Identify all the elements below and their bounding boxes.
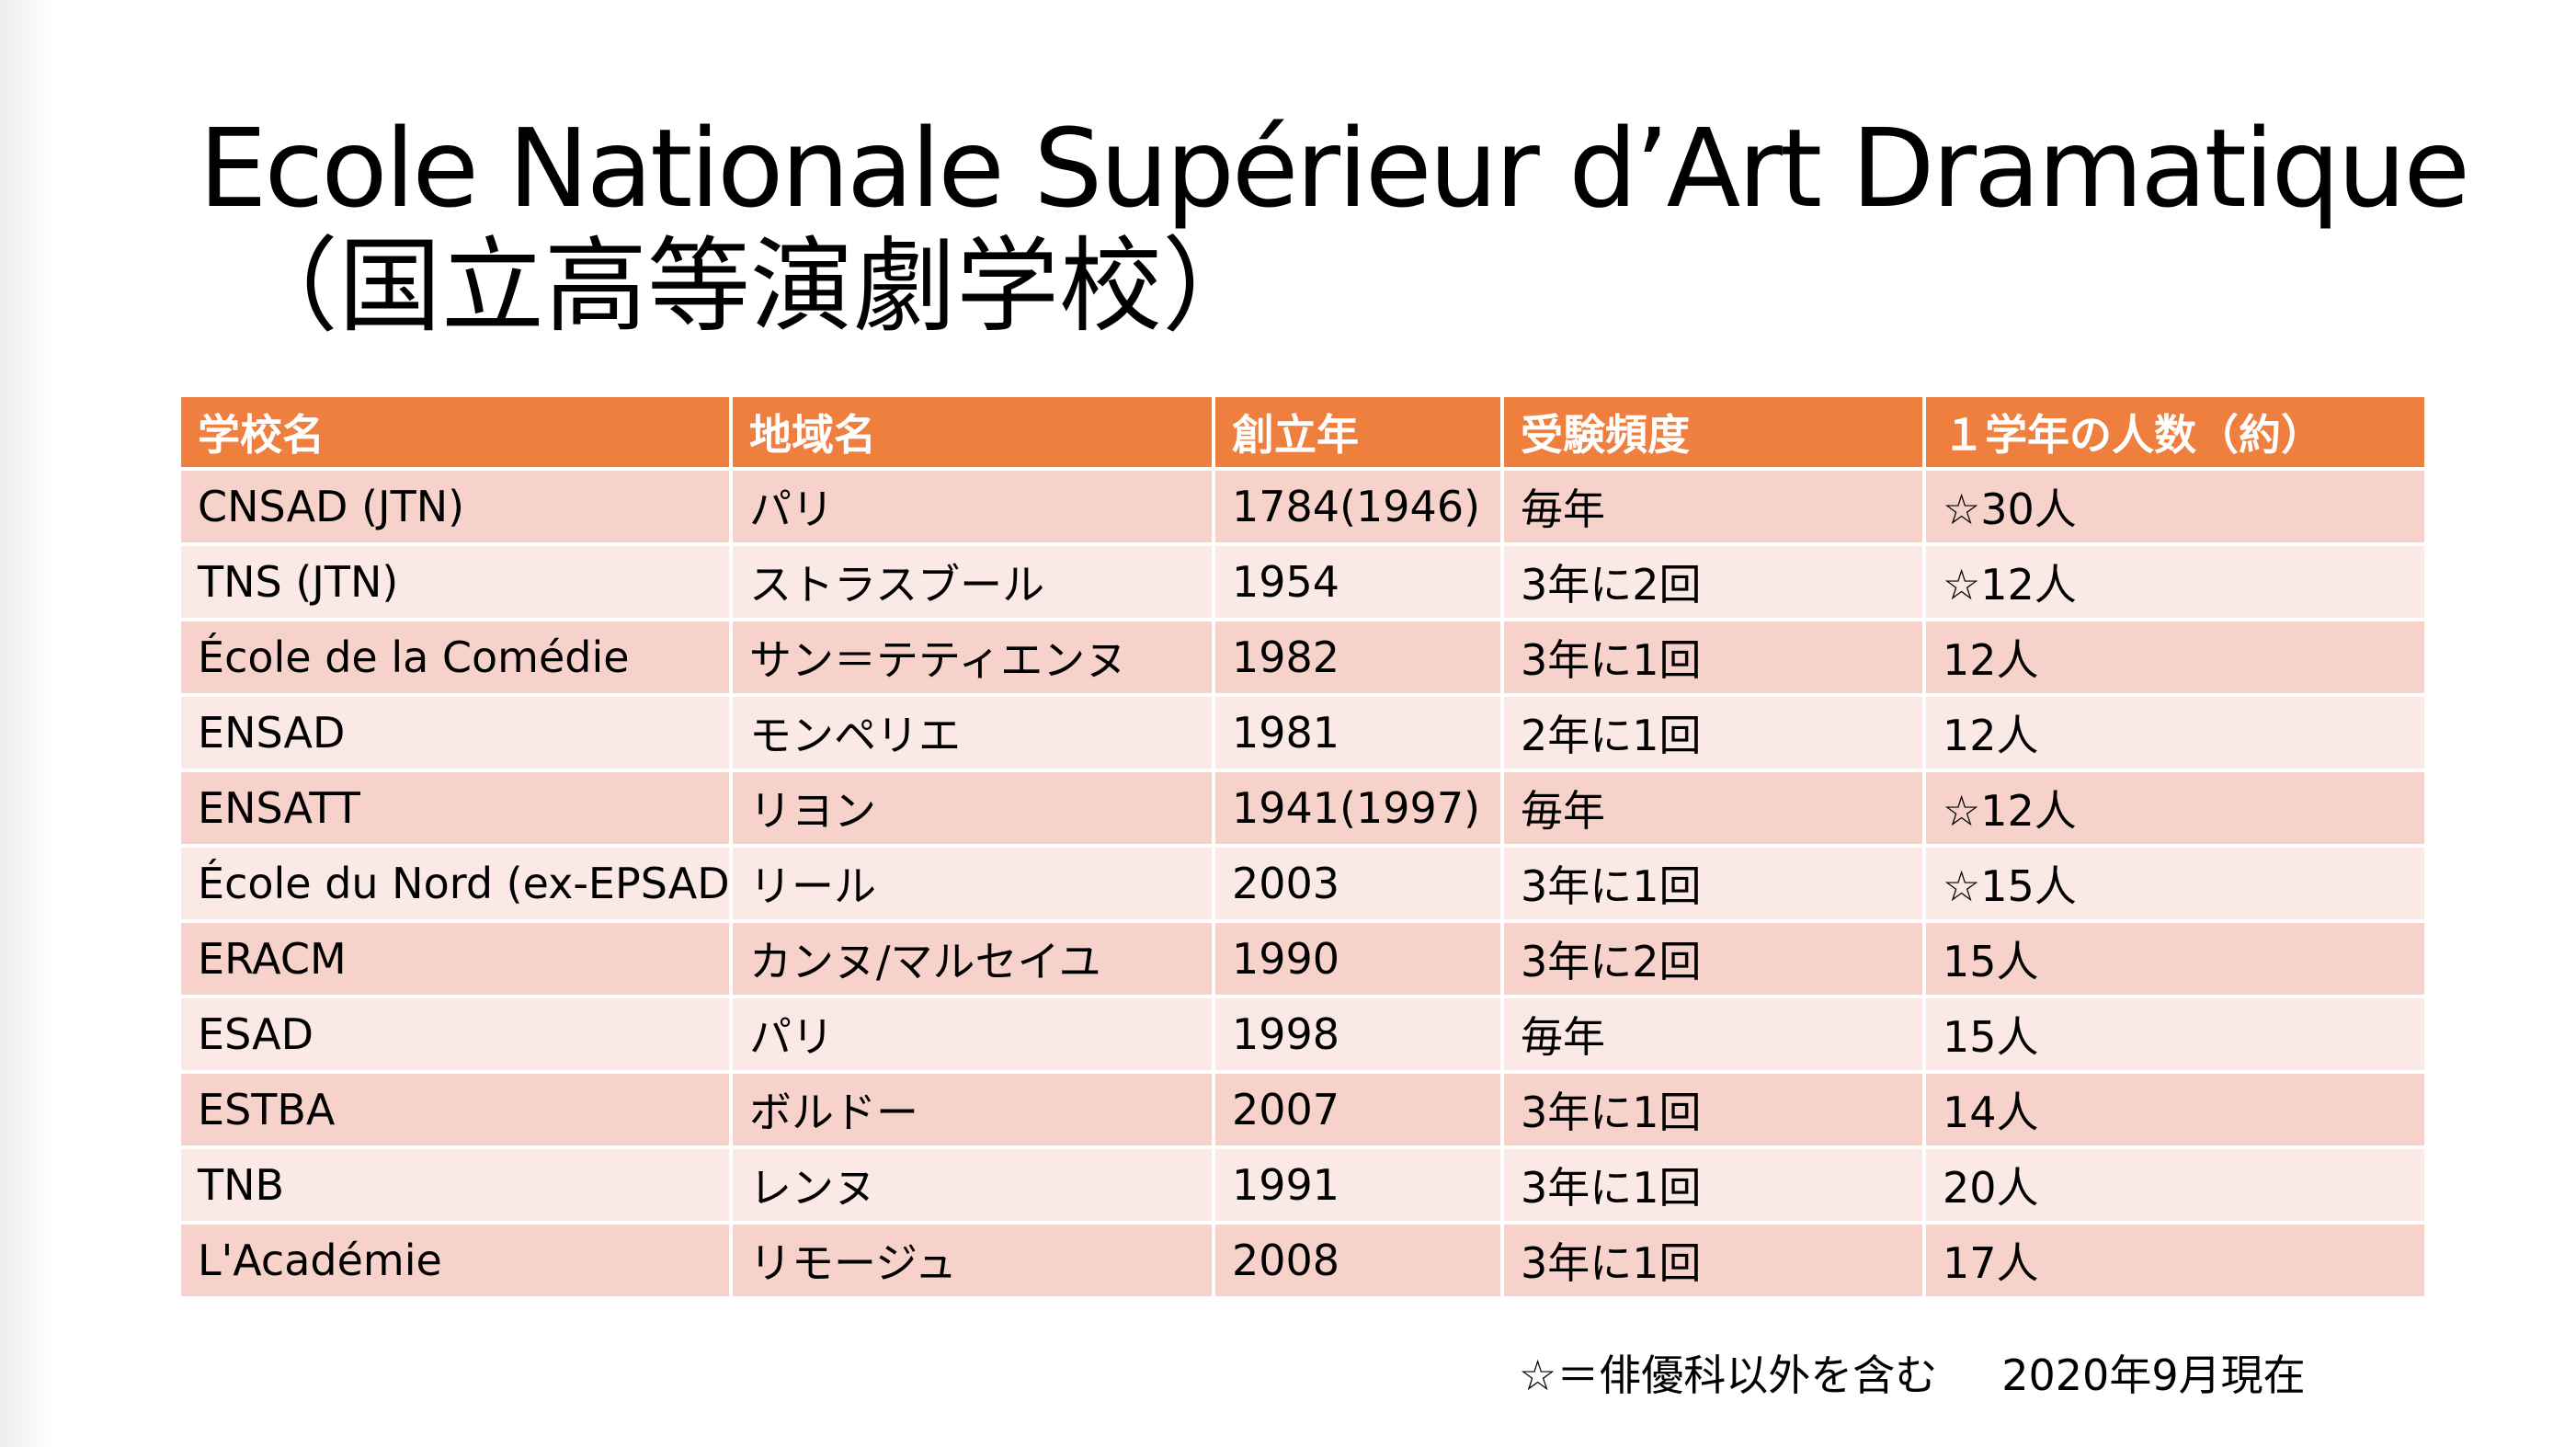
cell-frequency: 3年に1回: [1500, 1221, 1926, 1300]
cell-frequency: 毎年: [1500, 995, 1926, 1074]
table-row: École de la Comédie サン＝テティエンヌ 1982 3年に1回…: [177, 618, 2428, 697]
table-row: ESAD パリ 1998 毎年 15人: [177, 995, 2428, 1074]
table-row: L'Académie リモージュ 2008 3年に1回 17人: [177, 1221, 2428, 1300]
slide-title: Ecole Nationale Supérieur d’Art Dramatiq…: [199, 105, 2470, 232]
cell-region: リモージュ: [729, 1221, 1215, 1300]
cell-students: 14人: [1922, 1070, 2428, 1149]
cell-founded: 1981: [1212, 693, 1504, 772]
cell-frequency: 3年に2回: [1500, 542, 1926, 621]
cell-school: ERACM: [177, 919, 733, 998]
schools-table: 学校名 地域名 創立年 受験頻度 １学年の人数（約） CNSAD (JTN) パ…: [177, 393, 2428, 1300]
cell-founded: 1998: [1212, 995, 1504, 1074]
header-students-per-year: １学年の人数（約）: [1922, 393, 2428, 471]
cell-founded: 2007: [1212, 1070, 1504, 1149]
cell-students: 15人: [1922, 919, 2428, 998]
cell-students: 12人: [1922, 693, 2428, 772]
cell-school: L'Académie: [177, 1221, 733, 1300]
cell-founded: 1990: [1212, 919, 1504, 998]
cell-school: ESAD: [177, 995, 733, 1074]
cell-school: CNSAD (JTN): [177, 467, 733, 546]
cell-frequency: 3年に2回: [1500, 919, 1926, 998]
cell-region: リール: [729, 844, 1215, 923]
footnote-legend: ☆＝俳優科以外を含む: [1519, 1350, 1938, 1400]
cell-students: 17人: [1922, 1221, 2428, 1300]
cell-founded: 1954: [1212, 542, 1504, 621]
cell-school: TNS (JTN): [177, 542, 733, 621]
cell-region: ストラスブール: [729, 542, 1215, 621]
cell-frequency: 3年に1回: [1500, 1070, 1926, 1149]
cell-students: 15人: [1922, 995, 2428, 1074]
cell-students: 12人: [1922, 618, 2428, 697]
cell-frequency: 3年に1回: [1500, 618, 1926, 697]
cell-students: ☆30人: [1922, 467, 2428, 546]
table-row: ENSAD モンペリエ 1981 2年に1回 12人: [177, 693, 2428, 772]
slide-edge-shadow: [0, 0, 55, 1447]
footnote: ☆＝俳優科以外を含む 2020年9月現在: [1519, 1342, 2306, 1403]
cell-frequency: 2年に1回: [1500, 693, 1926, 772]
table-row: ERACM カンヌ/マルセイユ 1990 3年に2回 15人: [177, 919, 2428, 998]
cell-school: ENSATT: [177, 769, 733, 848]
cell-region: レンヌ: [729, 1145, 1215, 1225]
cell-students: 20人: [1922, 1145, 2428, 1225]
table-row: TNB レンヌ 1991 3年に1回 20人: [177, 1145, 2428, 1225]
table-row: CNSAD (JTN) パリ 1784(1946) 毎年 ☆30人: [177, 467, 2428, 546]
cell-founded: 1982: [1212, 618, 1504, 697]
cell-school: TNB: [177, 1145, 733, 1225]
header-school-name: 学校名: [177, 393, 733, 471]
cell-school: ENSAD: [177, 693, 733, 772]
cell-region: パリ: [729, 467, 1215, 546]
table-header-row: 学校名 地域名 創立年 受験頻度 １学年の人数（約）: [177, 393, 2428, 471]
cell-frequency: 3年に1回: [1500, 844, 1926, 923]
table-row: TNS (JTN) ストラスブール 1954 3年に2回 ☆12人: [177, 542, 2428, 621]
cell-region: サン＝テティエンヌ: [729, 618, 1215, 697]
header-founded: 創立年: [1212, 393, 1504, 471]
cell-region: モンペリエ: [729, 693, 1215, 772]
header-region: 地域名: [729, 393, 1215, 471]
cell-school: École du Nord (ex-EPSAD): [177, 844, 733, 923]
cell-founded: 1784(1946): [1212, 467, 1504, 546]
cell-founded: 2008: [1212, 1221, 1504, 1300]
slide-subtitle: （国立高等演劇学校）: [235, 227, 1265, 347]
cell-region: カンヌ/マルセイユ: [729, 919, 1215, 998]
cell-region: ボルドー: [729, 1070, 1215, 1149]
cell-region: リヨン: [729, 769, 1215, 848]
table-row: ESTBA ボルドー 2007 3年に1回 14人: [177, 1070, 2428, 1149]
header-exam-frequency: 受験頻度: [1500, 393, 1926, 471]
table-row: École du Nord (ex-EPSAD) リール 2003 3年に1回 …: [177, 844, 2428, 923]
cell-students: ☆12人: [1922, 769, 2428, 848]
cell-frequency: 3年に1回: [1500, 1145, 1926, 1225]
cell-founded: 2003: [1212, 844, 1504, 923]
table-row: ENSATT リヨン 1941(1997) 毎年 ☆12人: [177, 769, 2428, 848]
cell-school: École de la Comédie: [177, 618, 733, 697]
cell-school: ESTBA: [177, 1070, 733, 1149]
cell-students: ☆15人: [1922, 844, 2428, 923]
cell-students: ☆12人: [1922, 542, 2428, 621]
footnote-date: 2020年9月現在: [2001, 1350, 2306, 1400]
cell-founded: 1991: [1212, 1145, 1504, 1225]
cell-founded: 1941(1997): [1212, 769, 1504, 848]
cell-region: パリ: [729, 995, 1215, 1074]
cell-frequency: 毎年: [1500, 769, 1926, 848]
cell-frequency: 毎年: [1500, 467, 1926, 546]
